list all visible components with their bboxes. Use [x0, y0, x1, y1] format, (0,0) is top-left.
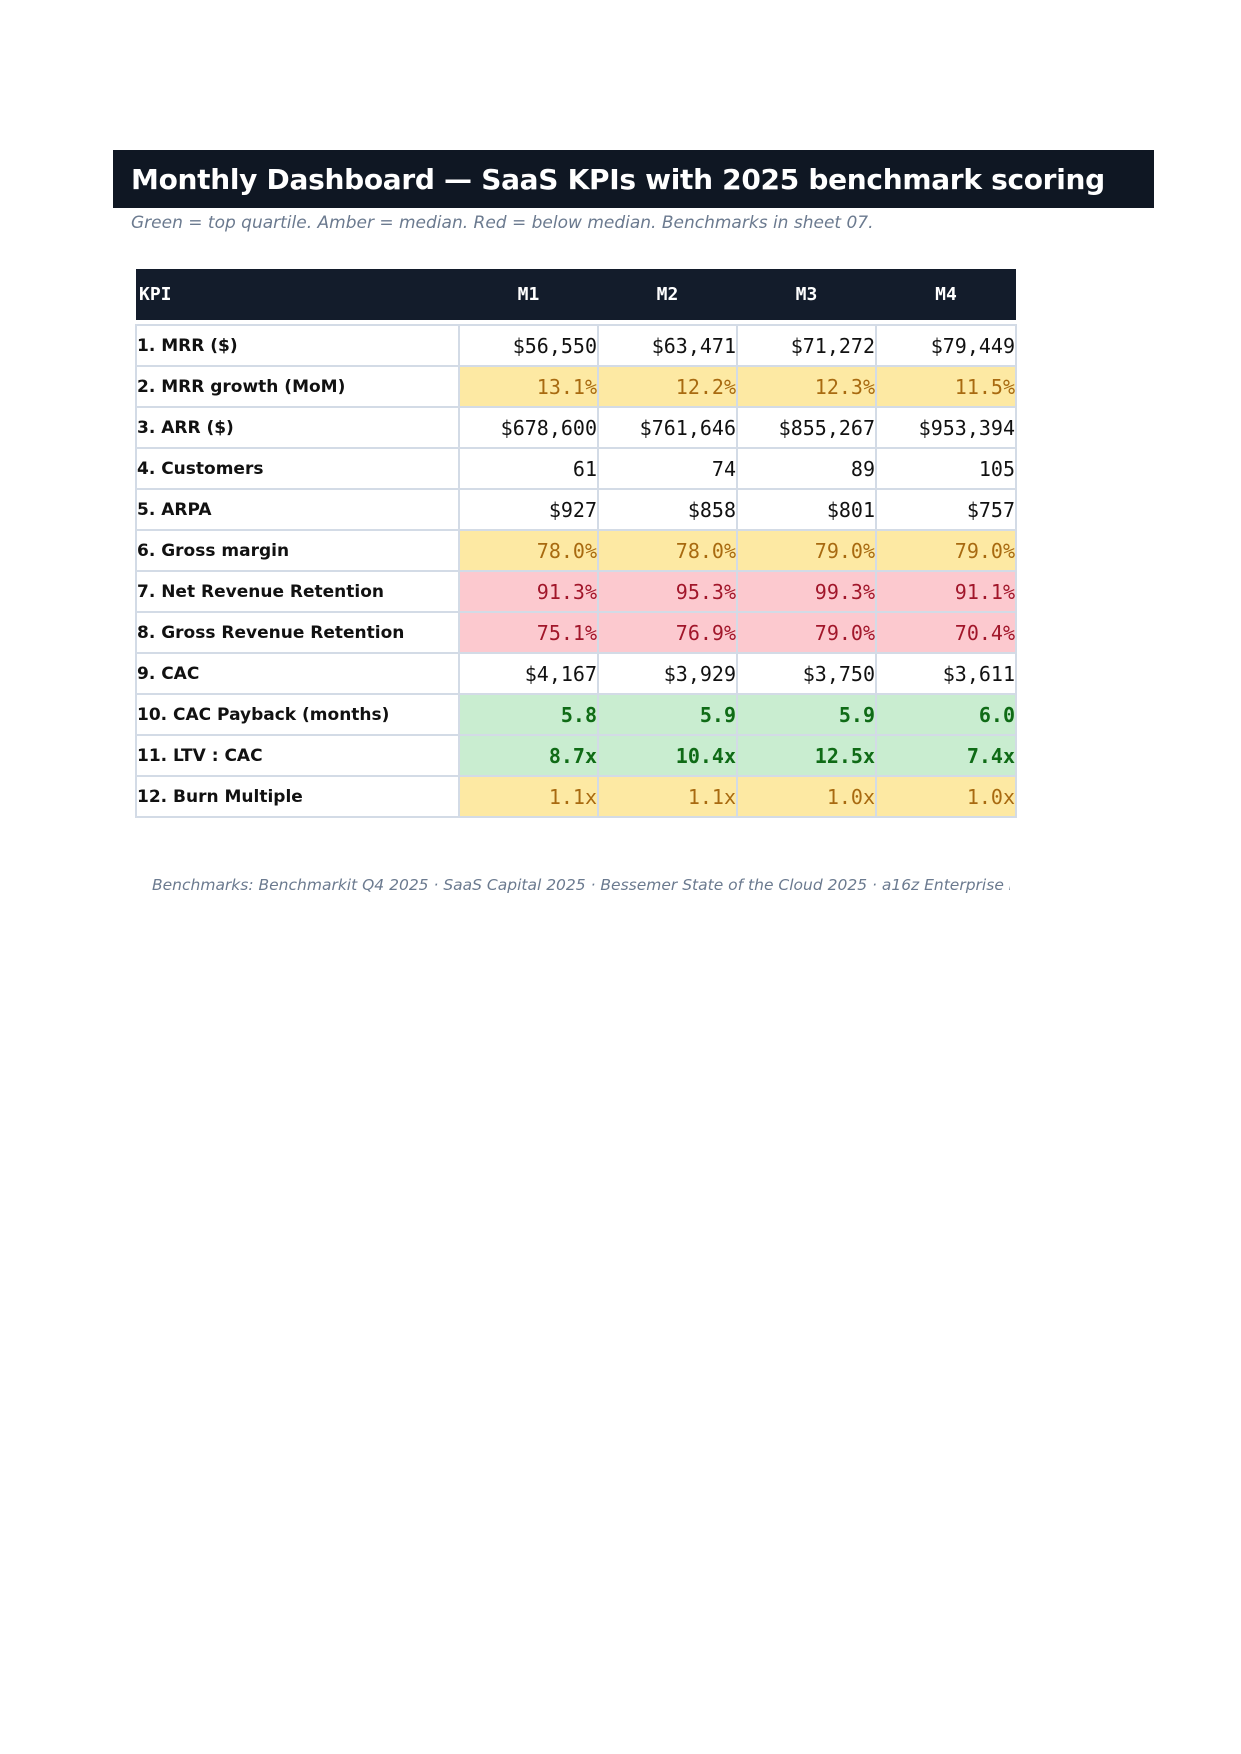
- kpi-label-cell[interactable]: 11. LTV : CAC: [135, 734, 460, 777]
- kpi-value-cell-m2[interactable]: 10.4x: [597, 734, 738, 777]
- table-row: 9. CAC $4,167 $3,929 $3,750 $3,611: [135, 652, 1017, 695]
- kpi-value-cell-m1[interactable]: $927: [458, 488, 599, 531]
- kpi-value-cell-m3[interactable]: 1.0x: [736, 775, 877, 818]
- kpi-value-cell-m2[interactable]: $858: [597, 488, 738, 531]
- kpi-value-cell-m1[interactable]: $678,600: [458, 406, 599, 449]
- legend-note: Green = top quartile. Amber = median. Re…: [131, 213, 874, 233]
- kpi-value-cell-m3[interactable]: 89: [736, 447, 877, 490]
- kpi-value-cell-m2[interactable]: 1.1x: [597, 775, 738, 818]
- kpi-value-cell-m1[interactable]: $4,167: [458, 652, 599, 695]
- table-row: 11. LTV : CAC 8.7x 10.4x 12.5x 7.4x: [135, 734, 1017, 777]
- kpi-label-cell[interactable]: 10. CAC Payback (months): [135, 693, 460, 736]
- kpi-value-cell-m3[interactable]: 12.3%: [736, 365, 877, 408]
- column-header-m2[interactable]: M2: [598, 269, 737, 320]
- kpi-value-cell-m4[interactable]: $79,449: [875, 324, 1017, 367]
- table-body: 1. MRR ($) $56,550 $63,471 $71,272 $79,449 2.…: [135, 320, 1017, 818]
- kpi-value-cell-m2[interactable]: 5.9: [597, 693, 738, 736]
- kpi-value-cell-m2[interactable]: 76.9%: [597, 611, 738, 654]
- table-row: 8. Gross Revenue Retention 75.1% 76.9% 79.0…: [135, 611, 1017, 654]
- kpi-value-cell-m4[interactable]: 105: [875, 447, 1017, 490]
- kpi-value-cell-m1[interactable]: 75.1%: [458, 611, 599, 654]
- kpi-label-cell[interactable]: 7. Net Revenue Retention: [135, 570, 460, 613]
- table-header-row: KPI M1 M2 M3 M4: [136, 269, 1016, 320]
- kpi-value-cell-m1[interactable]: 91.3%: [458, 570, 599, 613]
- table-row: 10. CAC Payback (months) 5.8 5.9 5.9 6.0: [135, 693, 1017, 736]
- table-row: 4. Customers 61 74 89 105: [135, 447, 1017, 490]
- table-row: 2. MRR growth (MoM) 13.1% 12.2% 12.3% 11.5%: [135, 365, 1017, 408]
- kpi-value-cell-m2[interactable]: $3,929: [597, 652, 738, 695]
- table-row: 6. Gross margin 78.0% 78.0% 79.0% 79.0%: [135, 529, 1017, 572]
- kpi-value-cell-m4[interactable]: 1.0x: [875, 775, 1017, 818]
- table-row: 1. MRR ($) $56,550 $63,471 $71,272 $79,449: [135, 324, 1017, 367]
- kpi-label-cell[interactable]: 4. Customers: [135, 447, 460, 490]
- kpi-value-cell-m1[interactable]: 8.7x: [458, 734, 599, 777]
- kpi-label-cell[interactable]: 8. Gross Revenue Retention: [135, 611, 460, 654]
- kpi-value-cell-m3[interactable]: $3,750: [736, 652, 877, 695]
- kpi-value-cell-m1[interactable]: 13.1%: [458, 365, 599, 408]
- kpi-label-cell[interactable]: 2. MRR growth (MoM): [135, 365, 460, 408]
- kpi-value-cell-m4[interactable]: 91.1%: [875, 570, 1017, 613]
- kpi-value-cell-m3[interactable]: 99.3%: [736, 570, 877, 613]
- table-row: 7. Net Revenue Retention 91.3% 95.3% 99.3% 9…: [135, 570, 1017, 613]
- kpi-value-cell-m3[interactable]: $71,272: [736, 324, 877, 367]
- kpi-value-cell-m3[interactable]: 5.9: [736, 693, 877, 736]
- kpi-value-cell-m1[interactable]: 78.0%: [458, 529, 599, 572]
- kpi-label-cell[interactable]: 3. ARR ($): [135, 406, 460, 449]
- kpi-value-cell-m1[interactable]: 61: [458, 447, 599, 490]
- kpi-value-cell-m2[interactable]: 12.2%: [597, 365, 738, 408]
- kpi-value-cell-m4[interactable]: 70.4%: [875, 611, 1017, 654]
- kpi-value-cell-m3[interactable]: 79.0%: [736, 529, 877, 572]
- benchmark-sources-note: Benchmarks: Benchmarkit Q4 2025 · SaaS C…: [152, 876, 1010, 894]
- kpi-label-cell[interactable]: 12. Burn Multiple: [135, 775, 460, 818]
- column-header-m1[interactable]: M1: [459, 269, 598, 320]
- kpi-value-cell-m4[interactable]: 79.0%: [875, 529, 1017, 572]
- kpi-value-cell-m3[interactable]: $855,267: [736, 406, 877, 449]
- kpi-value-cell-m4[interactable]: 7.4x: [875, 734, 1017, 777]
- kpi-label-cell[interactable]: 6. Gross margin: [135, 529, 460, 572]
- kpi-value-cell-m4[interactable]: 11.5%: [875, 365, 1017, 408]
- header-spacer: [136, 320, 1016, 325]
- kpi-value-cell-m3[interactable]: $801: [736, 488, 877, 531]
- page-title: Monthly Dashboard — SaaS KPIs with 2025 …: [131, 162, 1105, 196]
- kpi-value-cell-m4[interactable]: $3,611: [875, 652, 1017, 695]
- table-row: 12. Burn Multiple 1.1x 1.1x 1.0x 1.0x: [135, 775, 1017, 818]
- kpi-value-cell-m1[interactable]: 1.1x: [458, 775, 599, 818]
- kpi-value-cell-m1[interactable]: $56,550: [458, 324, 599, 367]
- table-row: 5. ARPA $927 $858 $801 $757: [135, 488, 1017, 531]
- kpi-label-cell[interactable]: 9. CAC: [135, 652, 460, 695]
- kpi-value-cell-m2[interactable]: 74: [597, 447, 738, 490]
- kpi-label-cell[interactable]: 1. MRR ($): [135, 324, 460, 367]
- column-header-m4[interactable]: M4: [876, 269, 1016, 320]
- kpi-value-cell-m2[interactable]: $761,646: [597, 406, 738, 449]
- kpi-label-cell[interactable]: 5. ARPA: [135, 488, 460, 531]
- kpi-value-cell-m3[interactable]: 79.0%: [736, 611, 877, 654]
- table-row: 3. ARR ($) $678,600 $761,646 $855,267 $953,3…: [135, 406, 1017, 449]
- kpi-value-cell-m1[interactable]: 5.8: [458, 693, 599, 736]
- column-header-m3[interactable]: M3: [737, 269, 876, 320]
- kpi-value-cell-m2[interactable]: $63,471: [597, 324, 738, 367]
- title-bar: Monthly Dashboard — SaaS KPIs with 2025 …: [113, 150, 1154, 208]
- kpi-value-cell-m4[interactable]: 6.0: [875, 693, 1017, 736]
- kpi-value-cell-m4[interactable]: $953,394: [875, 406, 1017, 449]
- kpi-value-cell-m2[interactable]: 95.3%: [597, 570, 738, 613]
- kpi-value-cell-m3[interactable]: 12.5x: [736, 734, 877, 777]
- kpi-value-cell-m4[interactable]: $757: [875, 488, 1017, 531]
- column-header-kpi[interactable]: KPI: [136, 269, 459, 320]
- kpi-table: KPI M1 M2 M3 M4 1. MRR ($) $56,550 $63,471…: [135, 269, 1017, 818]
- kpi-value-cell-m2[interactable]: 78.0%: [597, 529, 738, 572]
